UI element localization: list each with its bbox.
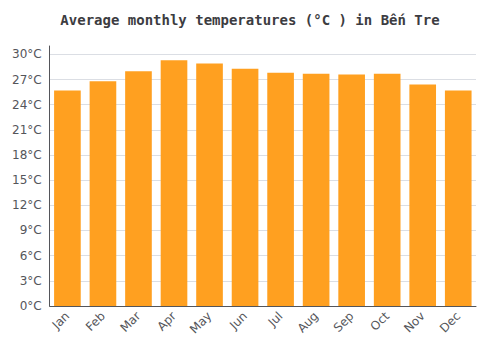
svg-text:Oct: Oct (368, 309, 393, 334)
svg-text:Aug: Aug (295, 309, 321, 335)
svg-text:27°C: 27°C (12, 73, 42, 87)
svg-text:May: May (187, 309, 214, 336)
svg-text:9°C: 9°C (20, 223, 42, 237)
svg-text:Apr: Apr (154, 309, 179, 334)
svg-text:Feb: Feb (83, 309, 108, 334)
svg-text:3°C: 3°C (20, 274, 42, 288)
svg-text:Mar: Mar (118, 309, 144, 335)
svg-text:Nov: Nov (401, 309, 427, 335)
svg-text:Dec: Dec (437, 309, 463, 335)
svg-text:24°C: 24°C (12, 98, 42, 112)
svg-text:Jul: Jul (265, 309, 286, 330)
svg-text:18°C: 18°C (12, 148, 42, 162)
svg-text:6°C: 6°C (20, 249, 42, 263)
svg-text:21°C: 21°C (12, 123, 42, 137)
svg-text:15°C: 15°C (12, 173, 42, 187)
svg-text:30°C: 30°C (12, 47, 42, 61)
svg-text:Average monthly temperatures (: Average monthly temperatures (°C ) in Bế… (60, 12, 439, 28)
svg-text:12°C: 12°C (12, 198, 42, 212)
svg-text:Jan: Jan (49, 309, 73, 333)
svg-text:Jun: Jun (226, 309, 250, 333)
svg-text:0°C: 0°C (20, 299, 42, 313)
svg-text:Sep: Sep (331, 309, 357, 335)
